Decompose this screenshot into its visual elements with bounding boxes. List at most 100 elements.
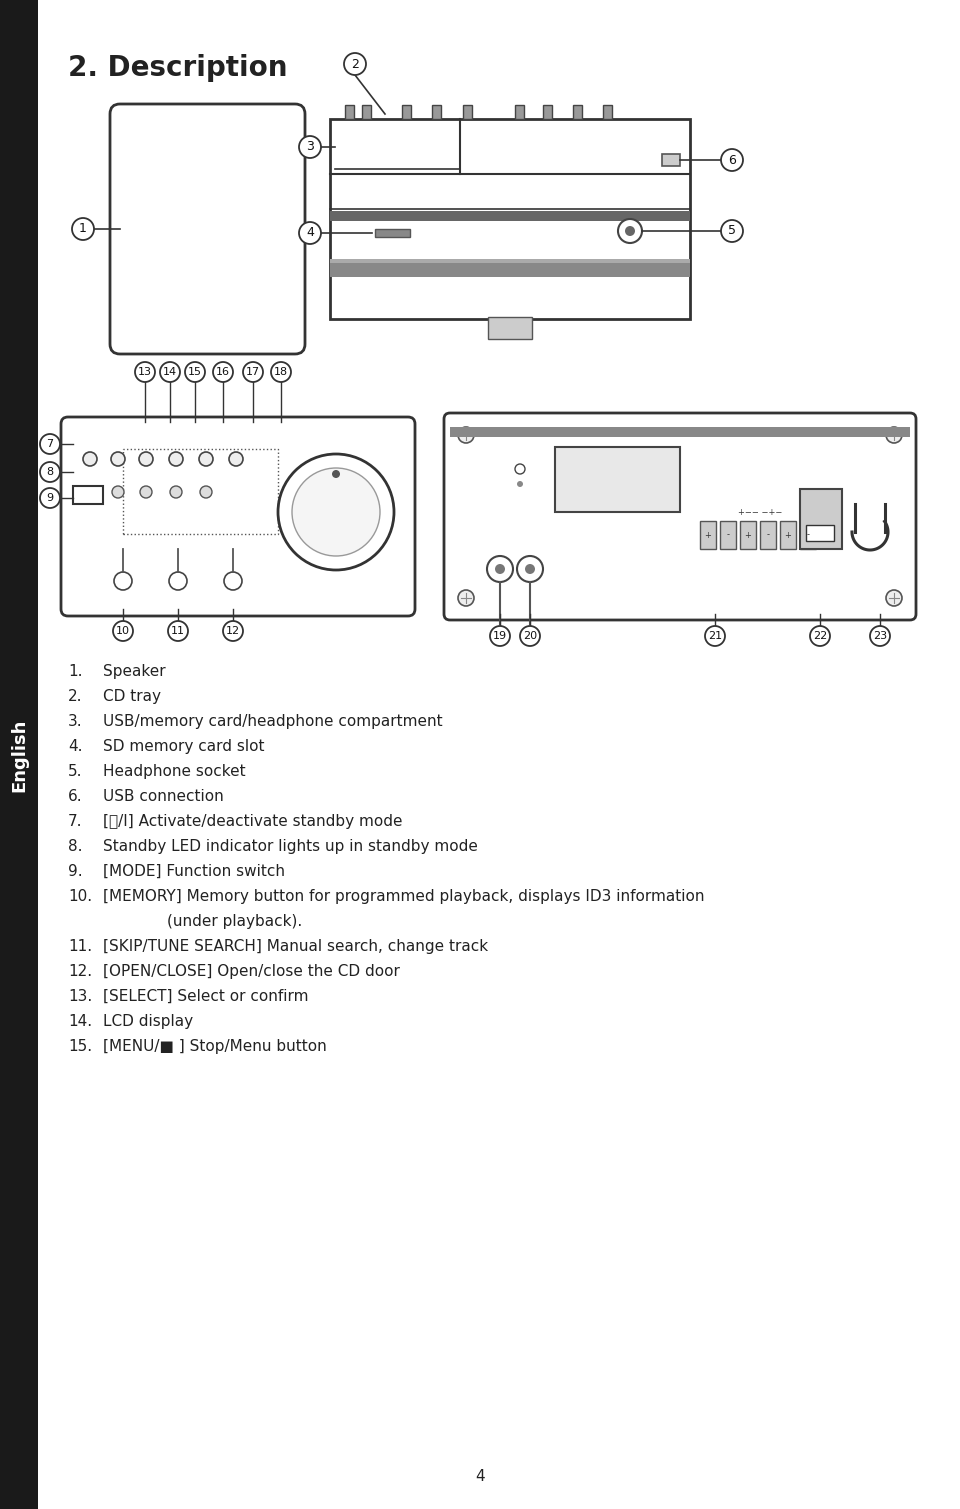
Text: 20: 20 (523, 631, 537, 641)
Bar (800, 521, 816, 549)
Circle shape (487, 555, 513, 582)
Text: 1.: 1. (68, 664, 83, 679)
Circle shape (458, 590, 474, 607)
Text: Standby LED indicator lights up in standby mode: Standby LED indicator lights up in stand… (103, 839, 478, 854)
Text: [MENU/■ ] Stop/Menu button: [MENU/■ ] Stop/Menu button (103, 1040, 326, 1053)
Text: 6: 6 (728, 154, 736, 166)
Text: 4: 4 (306, 226, 314, 240)
FancyBboxPatch shape (61, 416, 415, 616)
FancyBboxPatch shape (110, 104, 305, 355)
Circle shape (292, 468, 380, 555)
Text: USB/memory card/headphone compartment: USB/memory card/headphone compartment (103, 714, 443, 729)
Circle shape (140, 486, 152, 498)
Text: [SELECT] Select or confirm: [SELECT] Select or confirm (103, 988, 308, 1003)
Circle shape (520, 626, 540, 646)
Text: [MODE] Function switch: [MODE] Function switch (103, 865, 285, 880)
Bar (432, 106, 441, 119)
Circle shape (114, 572, 132, 590)
Bar (543, 106, 552, 119)
Circle shape (185, 362, 205, 382)
Circle shape (112, 486, 124, 498)
Circle shape (170, 486, 182, 498)
Circle shape (332, 469, 340, 478)
Bar (330, 260, 690, 263)
Bar (362, 106, 371, 119)
Bar (402, 106, 411, 119)
Circle shape (278, 454, 394, 570)
Bar (780, 521, 796, 549)
Circle shape (224, 572, 242, 590)
Text: +: + (745, 531, 752, 540)
Text: Speaker: Speaker (103, 664, 166, 679)
Circle shape (200, 486, 212, 498)
Bar (700, 521, 716, 549)
Bar (720, 521, 736, 549)
Circle shape (810, 626, 830, 646)
Bar (345, 106, 354, 119)
Bar (450, 427, 910, 438)
Text: 9: 9 (46, 493, 54, 502)
Circle shape (169, 453, 183, 466)
Text: 13.: 13. (68, 988, 92, 1003)
Text: 13: 13 (138, 367, 152, 377)
Bar (806, 525, 834, 542)
Text: 10.: 10. (68, 889, 92, 904)
Text: 23: 23 (873, 631, 887, 641)
Text: 14.: 14. (68, 1014, 92, 1029)
Circle shape (40, 462, 60, 481)
Text: 6.: 6. (68, 789, 83, 804)
Circle shape (135, 362, 155, 382)
Circle shape (213, 362, 233, 382)
Text: 21: 21 (708, 631, 722, 641)
Circle shape (169, 572, 187, 590)
Circle shape (243, 362, 263, 382)
Text: -: - (727, 531, 730, 540)
Text: +−− −+−: +−− −+− (738, 509, 782, 518)
Bar (573, 106, 582, 119)
Text: USB connection: USB connection (103, 789, 224, 804)
Bar (662, 154, 680, 166)
Text: LCD display: LCD display (103, 1014, 193, 1029)
Circle shape (199, 453, 213, 466)
Circle shape (299, 222, 321, 244)
Text: CD tray: CD tray (103, 690, 161, 705)
Circle shape (517, 555, 543, 582)
Text: [⏻/I] Activate/deactivate standby mode: [⏻/I] Activate/deactivate standby mode (103, 813, 402, 828)
Text: -: - (766, 531, 770, 540)
Circle shape (229, 453, 243, 466)
Circle shape (517, 481, 523, 487)
Text: 9.: 9. (68, 865, 83, 880)
Text: [SKIP/TUNE SEARCH] Manual search, change track: [SKIP/TUNE SEARCH] Manual search, change… (103, 939, 488, 954)
Text: 3: 3 (306, 140, 314, 154)
Bar (463, 106, 472, 119)
Circle shape (886, 427, 902, 444)
Text: 7.: 7. (68, 813, 83, 828)
Bar (123, 450, 278, 534)
Text: 3.: 3. (68, 714, 83, 729)
Circle shape (139, 453, 153, 466)
Bar (73, 486, 103, 504)
Text: [MEMORY] Memory button for programmed playback, displays ID3 information: [MEMORY] Memory button for programmed pl… (103, 889, 705, 904)
Text: 1: 1 (79, 222, 87, 235)
Text: 2. Description: 2. Description (68, 54, 287, 81)
Circle shape (299, 136, 321, 158)
Bar (330, 263, 690, 278)
Text: 8.: 8. (68, 839, 83, 854)
Text: 7: 7 (46, 439, 54, 450)
Text: 16: 16 (216, 367, 230, 377)
Text: 17: 17 (246, 367, 260, 377)
Circle shape (458, 427, 474, 444)
Circle shape (495, 564, 505, 573)
Text: 4: 4 (475, 1468, 485, 1483)
Text: 2.: 2. (68, 690, 83, 705)
Text: +: + (784, 531, 791, 540)
Bar (488, 317, 532, 340)
Bar (375, 229, 410, 237)
Text: (under playback).: (under playback). (128, 914, 302, 930)
Circle shape (618, 219, 642, 243)
Text: 5: 5 (728, 225, 736, 237)
Text: 8: 8 (46, 466, 54, 477)
Text: Headphone socket: Headphone socket (103, 764, 246, 779)
Circle shape (223, 622, 243, 641)
Bar (555, 447, 680, 512)
